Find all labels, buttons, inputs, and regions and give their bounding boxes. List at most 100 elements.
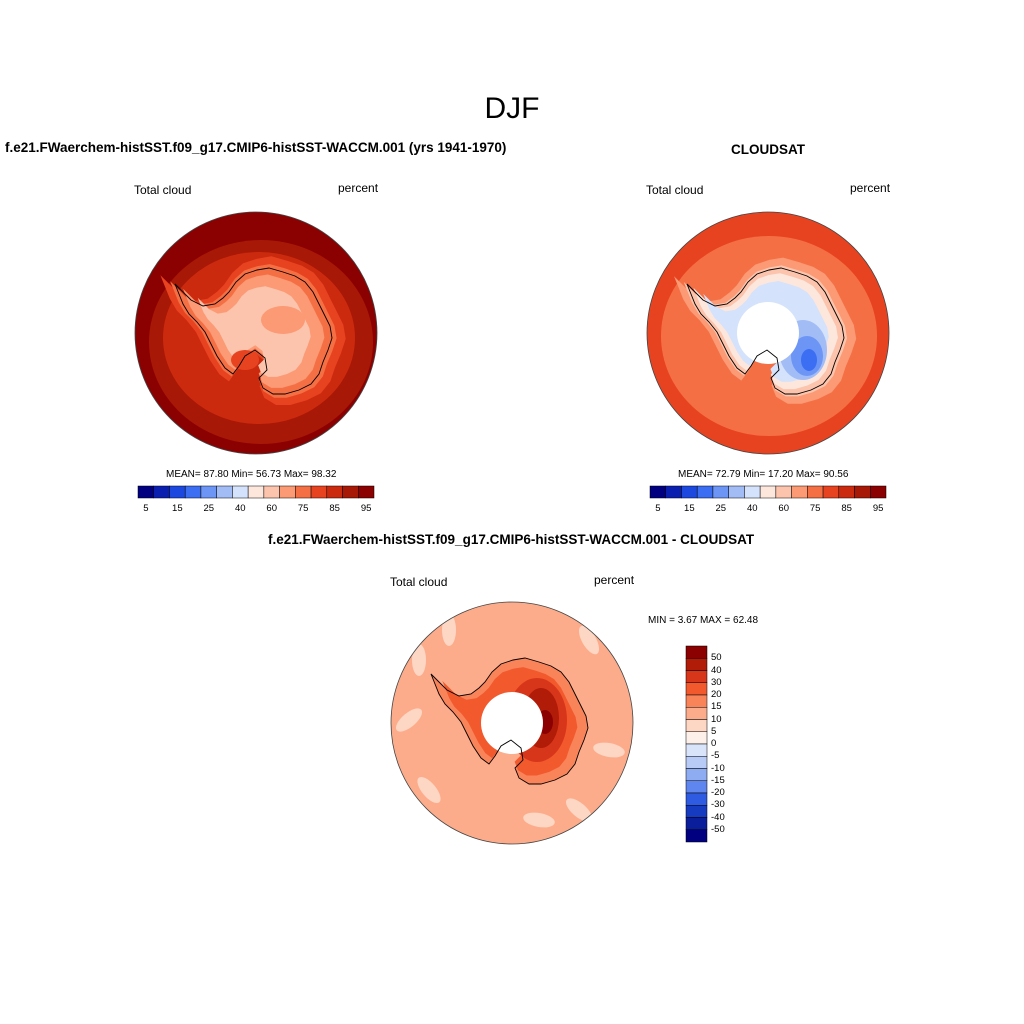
panel2-variable-label: Total cloud [646,183,704,197]
field-contour [412,644,426,676]
colorbar-tick-label: 20 [711,689,722,700]
field-contour [231,350,259,370]
colorbar-swatch [870,485,887,499]
colorbar-swatch [822,485,840,499]
colorbar-swatch [685,817,708,830]
field-contour [565,798,593,822]
panel2-colorbar [649,485,887,499]
colorbar-tick-label: 85 [841,503,852,514]
colorbar-swatch [685,645,708,659]
panel1-colorbar-ticks: 5 15 25 40 60 75 85 95 [138,503,374,517]
colorbar-tick-label: 85 [329,503,340,514]
colorbar-swatch [681,485,698,499]
colorbar-swatch [685,658,708,671]
colorbar-tick-label: -20 [711,787,725,798]
colorbar-swatch [759,485,777,499]
panel1-polar-map [134,211,378,455]
colorbar-tick-label: 40 [234,503,246,514]
colorbar-tick-label: 60 [266,503,278,514]
colorbar-swatch [696,485,714,499]
colorbar-tick-label: 0 [711,738,717,749]
colorbar-swatch [649,485,666,499]
colorbar-tick-label: -5 [711,750,720,762]
colorbar-swatch [342,485,359,499]
colorbar-swatch [791,485,808,499]
colorbar-swatch [685,829,708,843]
colorbar-tick-label: 75 [297,503,309,514]
colorbar-swatch [685,719,708,732]
panel2-title: CLOUDSAT [731,142,805,157]
missing-data-hole [481,692,543,754]
colorbar-swatch [200,485,217,499]
colorbar-swatch [232,485,249,499]
colorbar-tick-label: -30 [711,799,725,811]
panel1-colorbar [137,485,375,499]
field-contour [523,812,555,828]
colorbar-tick-label: 75 [809,503,821,514]
colorbar-swatch [184,485,202,499]
colorbar-swatch [685,756,708,769]
colorbar-tick-label: 10 [711,713,722,725]
colorbar-tick-label: 30 [711,676,722,688]
colorbar-swatch [358,485,375,499]
colorbar-tick-label: 40 [746,503,758,514]
panel3-title: f.e21.FWaerchem-histSST.f09_g17.CMIP6-hi… [268,532,755,547]
colorbar-swatch [854,485,871,499]
map-boundary [390,601,634,845]
colorbar-swatch [685,670,708,683]
panel2-polar-map [646,211,890,455]
field-contour [578,625,600,655]
field-contour [442,614,456,646]
panel2-units-label: percent [850,181,891,195]
colorbar-swatch [685,805,708,818]
colorbar-tick-label: -50 [711,823,725,835]
colorbar-swatch [685,694,708,708]
colorbar-swatch [153,485,170,499]
field-contour [593,742,625,758]
colorbar-swatch [775,485,792,499]
panel1-stats: MEAN= 87.80 Min= 56.73 Max= 98.32 [166,469,337,480]
colorbar-tick-label: 5 [711,725,717,737]
colorbar-swatch [263,485,280,499]
colorbar-swatch [216,485,233,499]
colorbar-tick-label: 60 [778,503,790,514]
main-title: DJF [484,92,540,125]
colorbar-swatch [685,707,708,720]
colorbar-swatch [685,780,708,794]
field-contour [801,349,817,371]
colorbar-swatch [665,485,682,499]
colorbar-swatch [685,768,708,781]
field-contour [395,708,423,732]
colorbar-swatch [295,485,312,499]
panel1-units-label: percent [338,181,379,195]
colorbar-swatch [712,485,729,499]
panel2-colorbar-ticks: 5 15 25 40 60 75 85 95 [650,503,886,517]
colorbar-swatch [247,485,265,499]
field-contour [417,776,441,804]
panel3-polar-map [390,601,634,845]
colorbar-swatch [685,731,708,745]
panel1-title: f.e21.FWaerchem-histSST.f09_g17.CMIP6-hi… [5,140,507,155]
colorbar-tick-label: 25 [203,503,215,514]
colorbar-tick-label: 25 [715,503,727,514]
coastline [430,657,589,785]
colorbar-swatch [279,485,296,499]
colorbar-swatch [838,485,855,499]
colorbar-tick-label: 5 [143,503,149,514]
map-boundary [134,211,378,455]
panel2-stats: MEAN= 72.79 Min= 17.20 Max= 90.56 [678,469,849,480]
colorbar-tick-label: 15 [172,503,183,514]
colorbar-tick-label: -40 [711,811,725,823]
panel3-variable-label: Total cloud [390,575,448,589]
panel3-colorbar-ticks: 50 40 30 20 15 10 5 0 -5 -10 -15 -20 -30 -40 -50 [711,646,741,842]
colorbar-tick-label: 95 [872,503,884,514]
colorbar-swatch [685,792,708,806]
panel3-colorbar [685,645,708,843]
panel3-stats: MIN = 3.67 MAX = 62.48 [648,615,759,626]
colorbar-swatch [326,485,343,499]
colorbar-swatch [685,682,708,696]
colorbar-tick-label: 40 [711,664,722,676]
map-boundary [646,211,890,455]
colorbar-swatch [310,485,328,499]
field-contour [261,306,305,334]
